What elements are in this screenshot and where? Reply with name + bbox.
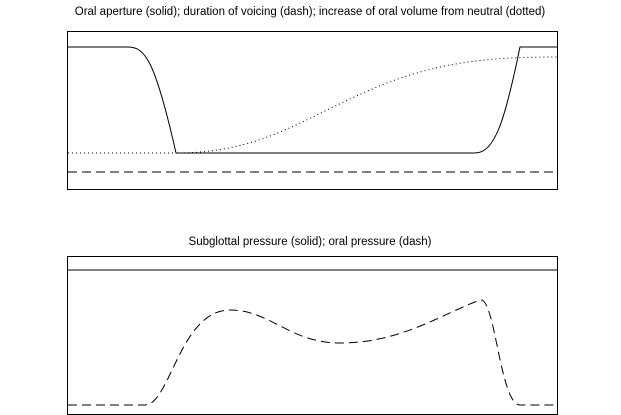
- oral-aperture-curve: [68, 46, 557, 154]
- panel-frame: [67, 256, 558, 415]
- oral-pressure-curve: [68, 299, 557, 406]
- panel-title: Oral aperture (solid); duration of voici…: [75, 6, 546, 18]
- panel-frame: [67, 31, 558, 190]
- panel-title: Subglottal pressure (solid); oral pressu…: [189, 236, 432, 248]
- oral-volume-curve: [68, 56, 558, 154]
